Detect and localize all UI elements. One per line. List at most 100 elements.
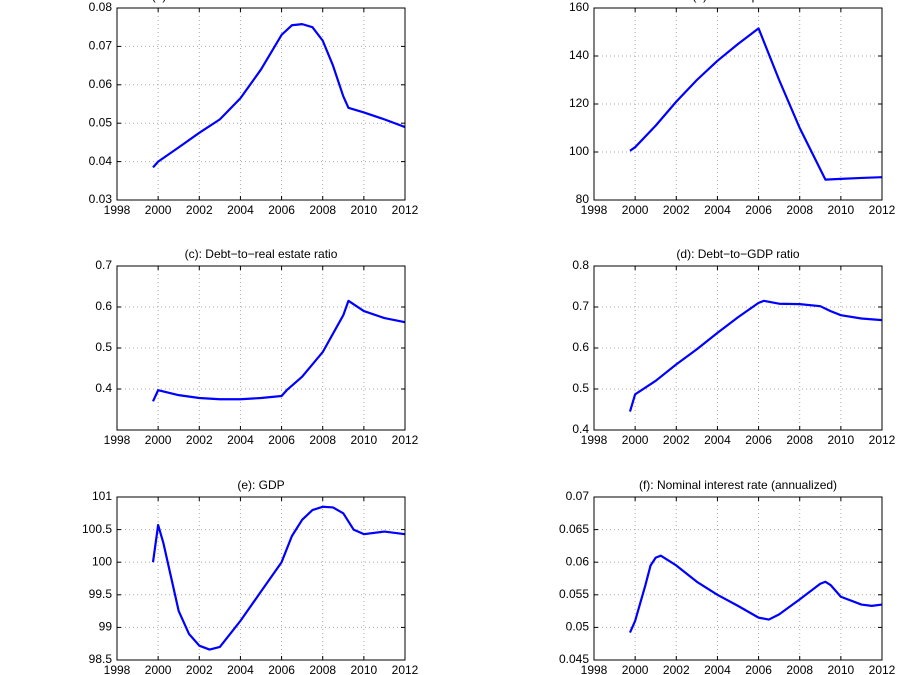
plot-background [594, 497, 882, 660]
x-tick-label: 2008 [786, 203, 813, 217]
x-tick-label: 2000 [145, 203, 172, 217]
y-tick-label: 0.6 [95, 299, 112, 313]
x-tick-label: 2012 [869, 203, 896, 217]
plot-background [117, 8, 405, 200]
x-tick-label: 2008 [309, 433, 336, 447]
y-tick-label: 0.5 [95, 340, 112, 354]
x-tick-label: 2012 [392, 433, 419, 447]
x-tick-label: 2006 [745, 433, 772, 447]
y-tick-label: 99.5 [89, 587, 113, 601]
x-tick-label: 2006 [268, 433, 295, 447]
y-tick-label: 0.06 [566, 554, 590, 568]
x-tick-label: 2012 [392, 663, 419, 675]
x-tick-label: 2004 [704, 663, 731, 675]
x-tick-label: 2008 [309, 663, 336, 675]
chart-title: (f): Nominal interest rate (annualized) [639, 478, 837, 492]
y-tick-label: 0.4 [572, 422, 589, 436]
x-tick-label: 2008 [786, 663, 813, 675]
x-tick-label: 1998 [104, 433, 131, 447]
y-tick-label: 0.08 [89, 0, 113, 14]
x-tick-label: 2000 [622, 203, 649, 217]
y-tick-label: 0.07 [566, 489, 590, 503]
y-tick-label: 0.04 [89, 154, 113, 168]
y-tick-label: 120 [569, 96, 589, 110]
x-tick-label: 2010 [828, 433, 855, 447]
x-tick-label: 2002 [663, 663, 690, 675]
x-tick-label: 2000 [622, 433, 649, 447]
x-tick-label: 2002 [663, 203, 690, 217]
plot-frame [116, 265, 406, 431]
y-tick-label: 0.6 [572, 340, 589, 354]
y-tick-label: 100 [569, 144, 589, 158]
y-tick-label: 0.8 [572, 258, 589, 272]
x-tick-label: 2000 [145, 433, 172, 447]
x-tick-label: 1998 [104, 203, 131, 217]
y-tick-label: 0.065 [559, 522, 589, 536]
x-tick-label: 2010 [351, 203, 378, 217]
y-tick-label: 0.045 [559, 652, 589, 666]
y-tick-label: 0.03 [89, 192, 113, 206]
x-tick-label: 2006 [745, 663, 772, 675]
y-tick-label: 0.4 [95, 381, 112, 395]
x-tick-label: 2002 [186, 433, 213, 447]
x-tick-label: 2004 [227, 203, 254, 217]
y-tick-label: 140 [569, 48, 589, 62]
x-tick-label: 2012 [869, 433, 896, 447]
y-tick-label: 0.05 [566, 620, 590, 634]
plot-frame [593, 496, 883, 661]
x-tick-label: 2006 [745, 203, 772, 217]
y-tick-label: 0.7 [572, 299, 589, 313]
chart-title: (b): House prices [692, 0, 783, 3]
x-tick-label: 2006 [268, 663, 295, 675]
x-tick-label: 1998 [104, 663, 131, 675]
x-tick-label: 2008 [309, 203, 336, 217]
x-tick-label: 2006 [268, 203, 295, 217]
y-tick-label: 100 [92, 554, 112, 568]
x-tick-label: 2004 [704, 433, 731, 447]
x-tick-label: 1998 [581, 663, 608, 675]
x-tick-label: 2012 [392, 203, 419, 217]
plot-frame [116, 496, 406, 661]
y-tick-label: 0.05 [89, 115, 113, 129]
data-line [628, 554, 883, 634]
x-tick-label: 2002 [186, 203, 213, 217]
chart-title: (a): Residential investment−to−GDP ratio [152, 0, 371, 3]
x-tick-label: 2004 [704, 203, 731, 217]
data-line [629, 27, 883, 181]
data-line [152, 23, 406, 169]
plot-background [117, 497, 405, 660]
y-tick-label: 0.5 [572, 381, 589, 395]
x-tick-label: 2008 [786, 433, 813, 447]
x-tick-label: 2002 [663, 433, 690, 447]
chart-title: (d): Debt−to−GDP ratio [676, 247, 799, 261]
y-tick-label: 0.07 [89, 39, 113, 53]
y-tick-label: 99 [99, 620, 113, 634]
x-tick-label: 2010 [351, 663, 378, 675]
x-tick-label: 2010 [351, 433, 378, 447]
data-line [628, 299, 883, 412]
x-tick-label: 1998 [581, 433, 608, 447]
chart-title: (e): GDP [237, 478, 284, 492]
plot-frame [116, 7, 406, 201]
x-tick-label: 2002 [186, 663, 213, 675]
x-tick-label: 2010 [828, 663, 855, 675]
data-line [152, 299, 406, 402]
x-tick-label: 2004 [227, 433, 254, 447]
y-tick-label: 98.5 [89, 652, 113, 666]
y-tick-label: 160 [569, 0, 589, 14]
plot-frame [593, 265, 883, 431]
y-tick-label: 0.055 [559, 587, 589, 601]
x-tick-label: 2000 [622, 663, 649, 675]
x-tick-label: 2000 [145, 663, 172, 675]
x-tick-label: 2012 [869, 663, 896, 675]
y-tick-label: 80 [576, 192, 590, 206]
y-tick-label: 100.5 [82, 522, 112, 536]
x-tick-label: 1998 [581, 203, 608, 217]
y-tick-label: 0.06 [89, 77, 113, 91]
data-line [151, 505, 406, 651]
x-tick-label: 2004 [227, 663, 254, 675]
plot-frame [593, 7, 883, 201]
y-tick-label: 0.7 [95, 258, 112, 272]
y-tick-label: 101 [92, 489, 112, 503]
